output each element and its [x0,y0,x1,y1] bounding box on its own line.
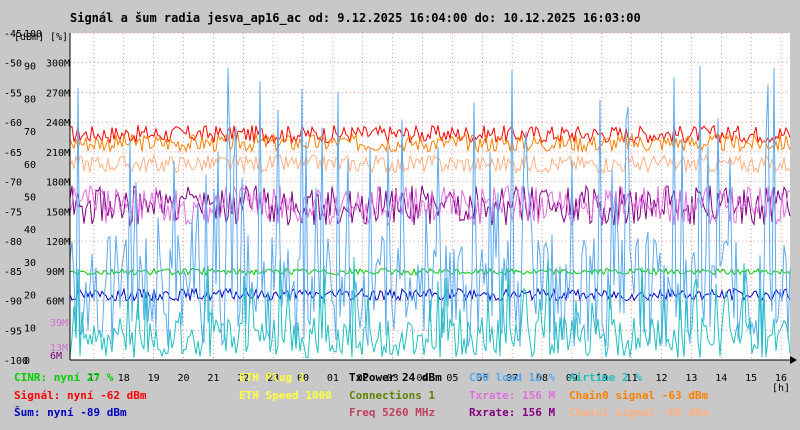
ytick-pct-8: 20 [24,291,36,302]
legend-item: Šum: nyní -89 dBm [14,406,127,419]
ytick-pct-0: 100 [24,29,42,40]
legend-item: Txrate: 156 M [469,389,556,402]
y-unit-dbm: [dBm] [14,32,44,43]
ytick-pct-7: 30 [24,258,36,269]
legend-item: Rxrate: 156 M [469,406,556,419]
series-line-1 [69,132,791,154]
ytick-dbm-3: -60 [4,118,22,129]
xtick-10: 03 [387,373,399,384]
ytick-pct-6: 40 [24,225,36,236]
ytick-dbm-10: -95 [4,326,22,337]
ytick-dbm-5: -70 [4,178,22,189]
xtick-4: 21 [207,373,219,384]
ytick-extra-1: 13M [50,343,68,354]
ytick-dbm-4: -65 [4,148,22,159]
ytick-dbm-6: -75 [4,207,22,218]
legend-item: Airtime 2 % [569,371,642,384]
ytick-extra-2: 6M [50,351,62,362]
ytick-dbm-9: -90 [4,297,22,308]
legend-item: Connections 1 [349,389,436,402]
xtick-2: 19 [148,373,160,384]
legend-item: TxPower 24 dBm [349,371,442,384]
ytick-pct-2: 80 [24,94,36,105]
xtick-22: 15 [745,373,757,384]
legend-item: Chain0 signal -63 dBm [569,389,709,402]
ytick-rate-8: 60M [46,297,64,308]
legend-item: Freq 5260 MHz [349,406,436,419]
xtick-13: 06 [476,373,488,384]
xtick-3: 20 [178,373,190,384]
ytick-rate-7: 90M [46,267,64,278]
ytick-pct-10: 0 [24,356,30,367]
ytick-dbm-7: -80 [4,237,22,248]
xtick-17: 10 [596,373,608,384]
series-line-2 [69,153,791,174]
xtick-21: 14 [715,373,727,384]
ytick-rate-1: 270M [46,88,70,99]
ytick-rate-3: 210M [46,148,70,159]
ytick-pct-1: 90 [24,62,36,73]
xtick-7: 00 [297,373,309,384]
xtick-23: 16 [775,373,787,384]
series-line-0 [69,124,791,145]
legend-item: Signál: nyní -62 dBm [14,389,147,402]
series-line-3 [69,184,791,227]
series-line-8 [69,257,791,359]
legend-item: Chain1 signal -68 dBm [569,406,709,419]
ytick-rate-5: 150M [46,207,70,218]
xtick-16: 09 [566,373,578,384]
x-unit: [h] [772,383,790,394]
x-axis-arrow [790,356,797,364]
ytick-rate-0: 300M [46,59,70,70]
series-line-7 [69,66,791,348]
xtick-9: 02 [357,373,369,384]
xtick-20: 13 [685,373,697,384]
ytick-rate-2: 240M [46,118,70,129]
ytick-pct-9: 10 [24,323,36,334]
chart-title: Signál a šum radia jesva_ap16_ac od: 9.1… [70,11,641,25]
ytick-rate-4: 180M [46,178,70,189]
ytick-dbm-8: -85 [4,267,22,278]
ytick-dbm-1: -50 [4,59,22,70]
ytick-rate-6: 120M [46,237,70,248]
ytick-dbm-0: -45 [4,29,22,40]
xtick-11: 04 [417,373,429,384]
ytick-extra-0: 39M [50,318,68,329]
xtick-18: 11 [626,373,638,384]
xtick-0: 17 [88,373,100,384]
y-unit-pct: [%] [50,32,68,43]
ytick-dbm-11: -100 [4,356,28,367]
xtick-6: 23 [267,373,279,384]
ytick-pct-3: 70 [24,127,36,138]
xtick-19: 12 [656,373,668,384]
xtick-14: 07 [506,373,518,384]
xtick-15: 08 [536,373,548,384]
xtick-1: 18 [118,373,130,384]
xtick-5: 22 [237,373,249,384]
legend-item: CPU load 12 % [469,371,556,384]
series-line-6 [69,287,791,302]
ytick-dbm-2: -55 [4,88,22,99]
legend-item: CINR: nyní 27 % [14,371,114,384]
ytick-pct-4: 60 [24,160,36,171]
ytick-pct-5: 50 [24,193,36,204]
xtick-12: 05 [446,373,458,384]
legend-item: ETH Speed 1000 [239,389,332,402]
series-line-4 [69,183,791,227]
legend-item: ETH Plug 1 [239,371,306,384]
xtick-8: 01 [327,373,339,384]
